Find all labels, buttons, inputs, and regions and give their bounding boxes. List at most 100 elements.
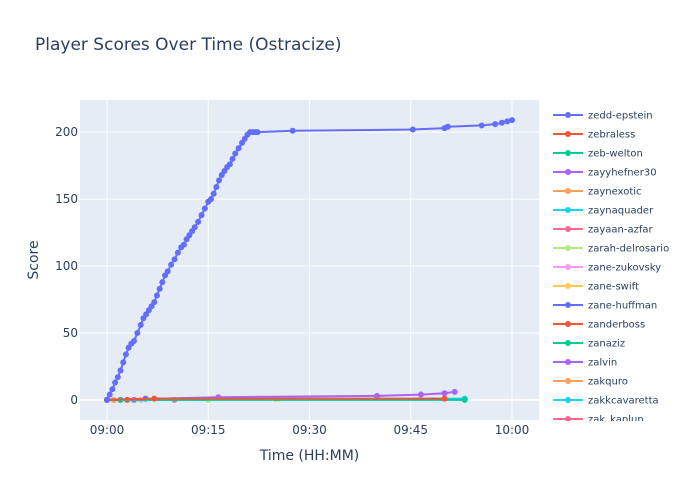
legend-item-zalvin[interactable]: zalvin — [553, 358, 617, 369]
legend-label: zanderboss — [588, 320, 645, 331]
legend-item-zaynaquader[interactable]: zaynaquader — [553, 206, 654, 217]
legend-swatch-marker — [565, 416, 571, 421]
data-point — [216, 177, 223, 184]
x-tick-label: 09:30 — [292, 423, 327, 437]
data-point — [213, 184, 220, 191]
data-point — [409, 126, 416, 133]
legend-item-zane-huffman[interactable]: zane-huffman — [553, 301, 657, 312]
legend-swatch-marker — [565, 283, 571, 289]
legend-item-zane-zukovsky[interactable]: zane-zukovsky — [553, 263, 661, 274]
data-point — [174, 249, 181, 256]
legend-label: zane-swift — [588, 282, 639, 293]
legend-swatch-marker — [565, 302, 571, 308]
legend-item-zakkcavaretta[interactable]: zakkcavaretta — [553, 396, 659, 407]
data-point — [168, 261, 175, 268]
data-point — [106, 391, 113, 398]
legend-swatch-marker — [565, 188, 571, 194]
data-point — [153, 292, 160, 299]
x-tick-label: 09:45 — [393, 423, 428, 437]
chart-title: Player Scores Over Time (Ostracize) — [35, 35, 342, 55]
legend-swatch-marker — [565, 340, 571, 346]
data-point — [478, 122, 485, 129]
data-point — [509, 117, 515, 124]
legend-label: zanaziz — [588, 339, 625, 350]
data-point — [444, 123, 451, 130]
data-point — [198, 212, 205, 219]
data-point — [112, 379, 119, 386]
legend-label: zebraless — [588, 130, 635, 141]
data-point — [207, 196, 214, 203]
legend-item-zedd-epstein[interactable]: zedd-epstein — [553, 111, 653, 122]
data-point — [117, 367, 124, 374]
legend-item-zanderboss[interactable]: zanderboss — [553, 320, 645, 331]
legend-label: zane-zukovsky — [588, 263, 661, 274]
data-point — [229, 155, 236, 162]
series-zedd-epstein — [104, 117, 515, 403]
legend-item-zakquro[interactable]: zakquro — [553, 377, 628, 388]
legend-swatch-marker — [565, 321, 571, 327]
legend-label: zayyhefner30 — [588, 168, 657, 179]
legend[interactable]: zedd-epstein zebraless zeb-welton zayyhefne… — [553, 111, 669, 426]
y-tick-label: 150 — [55, 192, 78, 206]
y-tick-label: 0 — [70, 393, 78, 407]
data-point — [159, 279, 166, 286]
data-point — [191, 224, 198, 231]
legend-item-zak_kaplun[interactable]: zak_kaplun — [553, 415, 644, 426]
legend-swatch-marker — [565, 207, 571, 213]
legend-item-zayyhefner30[interactable]: zayyhefner30 — [553, 168, 657, 179]
legend-item-zebraless[interactable]: zebraless — [553, 130, 635, 141]
x-tick-label: 09:00 — [90, 423, 125, 437]
data-point — [451, 388, 458, 395]
data-point — [210, 190, 217, 197]
data-point — [180, 241, 187, 248]
legend-item-zaynexotic[interactable]: zaynexotic — [553, 187, 642, 198]
legend-label: zakkcavaretta — [588, 396, 659, 407]
legend-swatch-marker — [565, 245, 571, 251]
legend-label: zayaan-azfar — [588, 225, 654, 236]
data-point — [201, 205, 208, 212]
data-point — [441, 395, 448, 402]
legend-item-zane-swift[interactable]: zane-swift — [553, 282, 639, 293]
legend-item-zeb-welton[interactable]: zeb-welton — [553, 149, 643, 160]
legend-label: zedd-epstein — [588, 111, 653, 122]
legend-swatch-marker — [565, 150, 571, 156]
data-point — [504, 118, 511, 125]
data-point — [164, 268, 171, 275]
data-point — [104, 396, 110, 403]
legend-swatch-marker — [565, 169, 571, 175]
legend-swatch-marker — [565, 397, 571, 403]
data-point — [461, 396, 468, 403]
data-point — [134, 329, 141, 336]
data-point — [374, 392, 380, 399]
data-point — [254, 129, 261, 136]
legend-swatch-marker — [565, 112, 571, 118]
data-point — [417, 391, 424, 398]
legend-label: zaynexotic — [588, 187, 642, 198]
y-axis-ticks: 0 50 100 150 200 — [55, 125, 78, 407]
data-point — [122, 351, 129, 358]
data-point — [226, 161, 233, 168]
legend-label: zarah-delrosario — [588, 244, 669, 255]
legend-item-zayaan-azfar[interactable]: zayaan-azfar — [553, 225, 654, 236]
legend-item-zarah-delrosario[interactable]: zarah-delrosario — [553, 244, 669, 255]
data-point — [171, 256, 178, 263]
legend-swatch-marker — [565, 131, 571, 137]
legend-label: zakquro — [588, 377, 628, 388]
x-tick-label: 09:15 — [191, 423, 226, 437]
x-tick-label: 10:00 — [495, 423, 530, 437]
data-point — [289, 127, 296, 134]
legend-label: zaynaquader — [588, 206, 654, 217]
data-point — [151, 299, 158, 306]
legend-swatch-marker — [565, 264, 571, 270]
y-tick-label: 50 — [63, 326, 78, 340]
legend-label: zalvin — [588, 358, 617, 369]
data-point — [498, 119, 505, 126]
data-point — [195, 218, 202, 225]
data-point — [151, 395, 158, 402]
legend-item-zanaziz[interactable]: zanaziz — [553, 339, 625, 350]
data-point — [131, 338, 137, 345]
legend-swatch-marker — [565, 226, 571, 232]
data-point — [109, 386, 116, 393]
data-point — [137, 321, 144, 328]
